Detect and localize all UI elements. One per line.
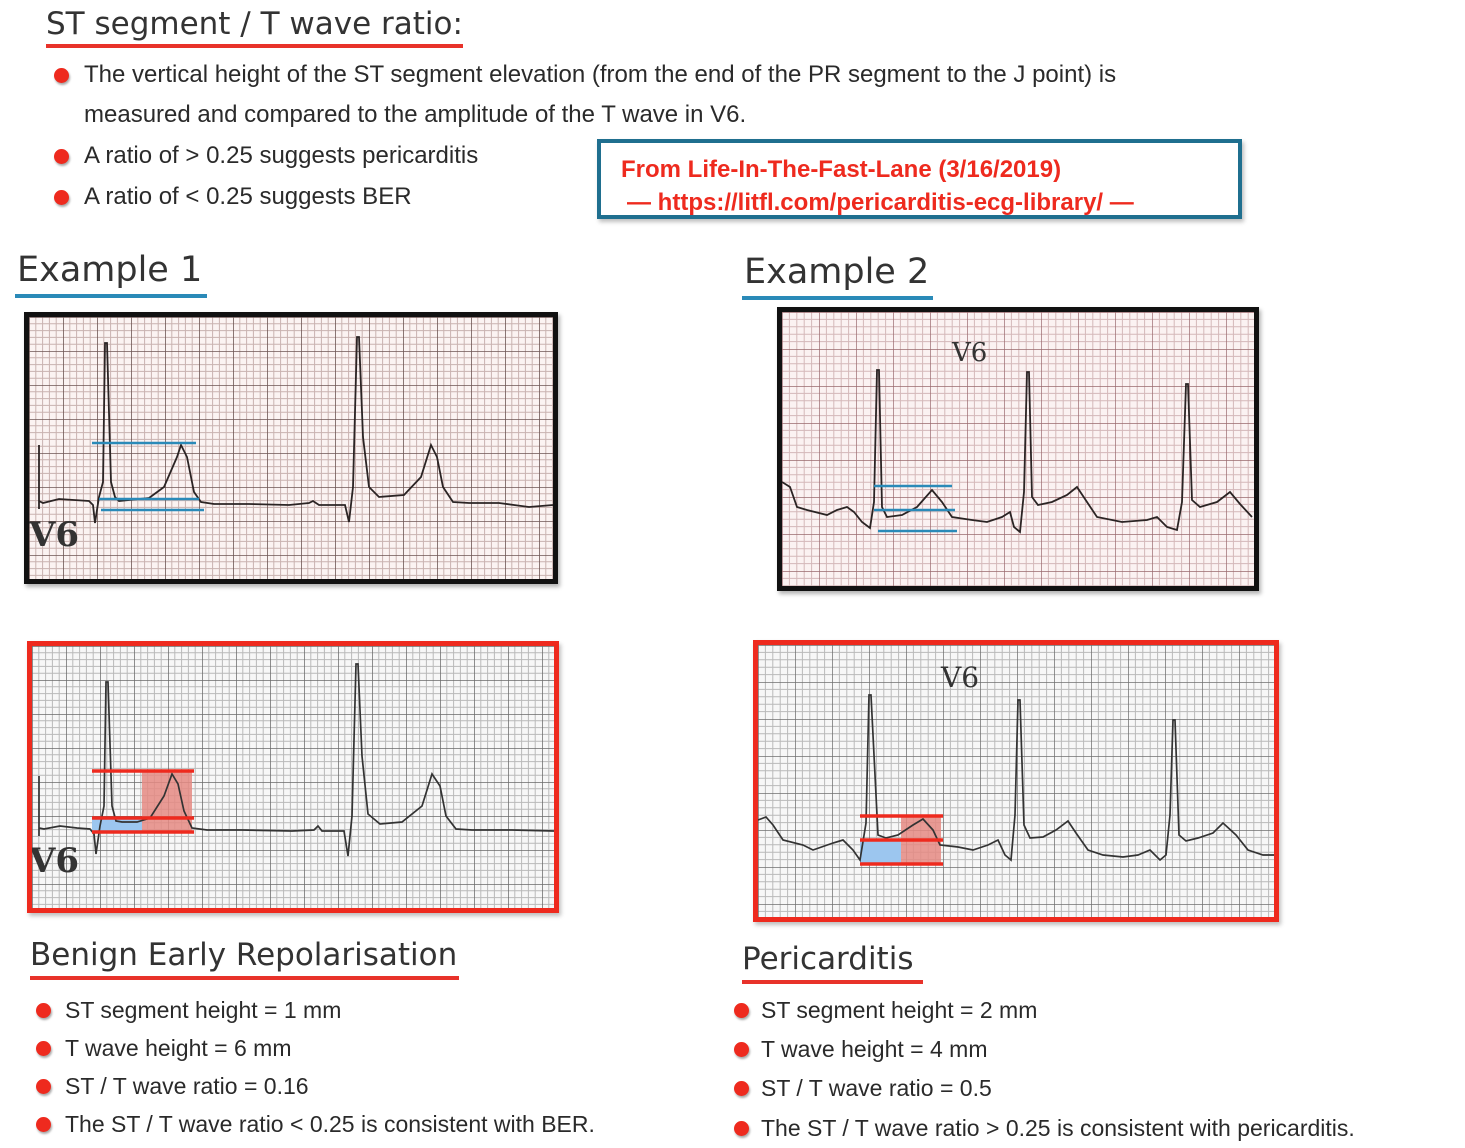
bullet-dot-icon xyxy=(734,1120,749,1136)
intro-bullet: A ratio of > 0.25 suggests pericarditis xyxy=(54,141,478,171)
intro-bullet: A ratio of < 0.25 suggests BER xyxy=(54,182,412,212)
section-title-text: ST segment / T wave ratio: xyxy=(46,6,463,42)
bullet-dot-icon xyxy=(734,1041,749,1057)
ecg-trace-graphic xyxy=(29,317,553,579)
source-line: From Life-In-The-Fast-Lane (3/16/2019) xyxy=(621,156,1062,183)
source-citation-box: From Life-In-The-Fast-Lane (3/16/2019) —… xyxy=(597,139,1242,219)
intro-bullet: The vertical height of the ST segment el… xyxy=(54,60,1116,90)
annotated-ecg-graphic xyxy=(758,645,1274,917)
finding-item: ST segment height = 2 mm xyxy=(734,996,1037,1024)
ecg-trace-graphic xyxy=(782,312,1254,586)
example2-annotated-ecg: V6 xyxy=(753,640,1279,922)
lead-label-v6: V6 xyxy=(952,338,988,368)
section-title: ST segment / T wave ratio: xyxy=(46,6,463,48)
example1-annotated-ecg: V6 xyxy=(27,641,559,913)
bullet-dot-icon xyxy=(54,67,69,83)
finding-item: The ST / T wave ratio > 0.25 is consiste… xyxy=(734,1114,1355,1142)
source-url: — https://litfl.com/pericarditis-ecg-lib… xyxy=(627,189,1134,216)
lead-label-v6: V6 xyxy=(29,841,80,881)
bullet-dot-icon xyxy=(734,1080,749,1096)
bullet-dot-icon xyxy=(36,1116,51,1132)
finding-item: ST / T wave ratio = 0.5 xyxy=(734,1074,992,1102)
finding-item: The ST / T wave ratio < 0.25 is consiste… xyxy=(36,1110,595,1138)
annotated-ecg-graphic xyxy=(32,646,554,908)
intro-bullet-continuation: measured and compared to the amplitude o… xyxy=(84,101,747,128)
finding-item: T wave height = 6 mm xyxy=(36,1034,292,1062)
st-segment-region xyxy=(860,840,901,864)
example1-ecg-strip: V6 xyxy=(24,312,558,584)
example2-diagnosis-title: Pericarditis xyxy=(742,940,924,984)
bullet-dot-icon xyxy=(36,1078,51,1094)
example2-ecg-strip: V6 xyxy=(777,307,1259,591)
example1-diagnosis-title: Benign Early Repolarisation xyxy=(30,936,460,980)
bullet-dot-icon xyxy=(54,148,69,164)
example2-heading: Example 2 xyxy=(742,252,934,300)
finding-item: T wave height = 4 mm xyxy=(734,1035,988,1063)
lead-label-v6: V6 xyxy=(29,515,80,555)
lead-label-v6: V6 xyxy=(941,661,980,694)
bullet-dot-icon xyxy=(734,1002,749,1018)
bullet-dot-icon xyxy=(54,189,69,205)
bullet-dot-icon xyxy=(36,1040,51,1056)
bullet-dot-icon xyxy=(36,1002,51,1018)
finding-item: ST / T wave ratio = 0.16 xyxy=(36,1072,309,1100)
example1-heading: Example 1 xyxy=(15,250,208,298)
finding-item: ST segment height = 1 mm xyxy=(36,996,341,1024)
